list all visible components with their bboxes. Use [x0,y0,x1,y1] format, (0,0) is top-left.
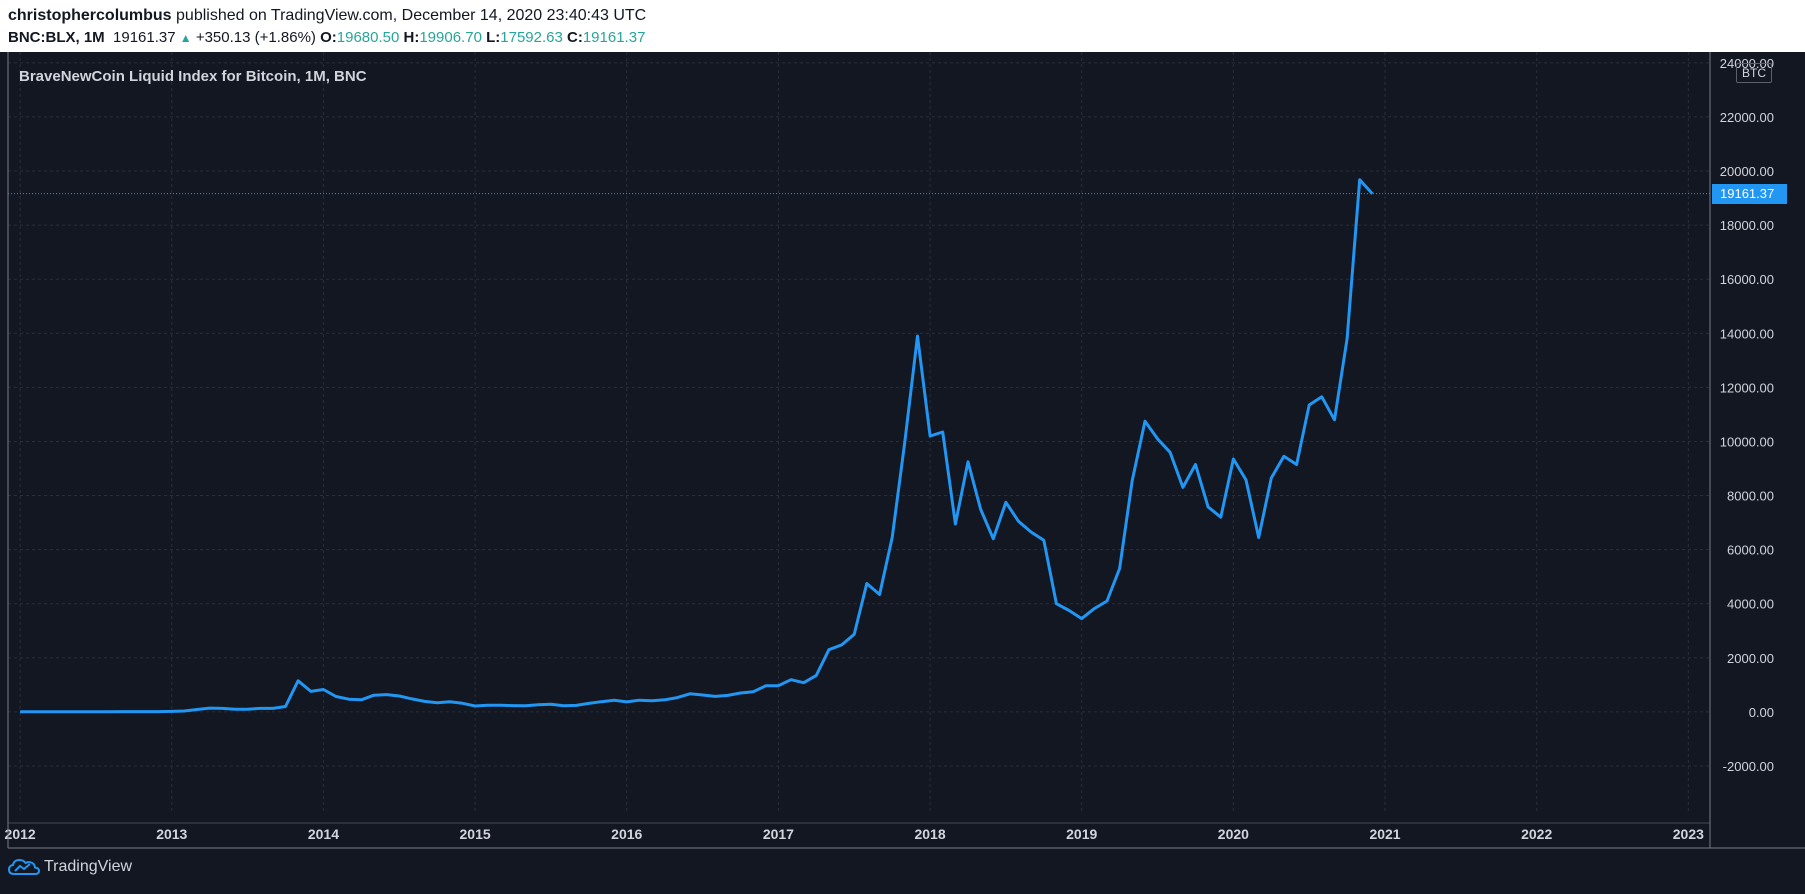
x-tick-label: 2021 [1369,826,1400,842]
symbol-label[interactable]: BNC:BLX, 1M [8,29,105,46]
close-value: 19161.37 [582,29,646,46]
y-tick-label: 0.00 [1749,705,1774,720]
last-price: 19161.37 [113,29,176,46]
y-tick-label: 8000.00 [1727,489,1774,504]
y-tick-label: 12000.00 [1720,380,1774,395]
y-tick-label: 14000.00 [1720,326,1774,341]
x-tick-label: 2022 [1521,826,1552,842]
author-name[interactable]: christophercolumbus [8,7,172,24]
x-tick-label: 2016 [611,826,642,842]
up-triangle-icon: ▲ [179,31,192,45]
y-tick-label: 18000.00 [1720,218,1774,233]
x-tick-label: 2014 [308,826,339,842]
x-tick-label: 2015 [460,826,491,842]
chart-title: BraveNewCoin Liquid Index for Bitcoin, 1… [19,68,367,85]
low-label: L: [486,29,501,46]
last-price-tag: 19161.37 [1712,183,1787,204]
tradingview-brand: TradingView [44,858,133,875]
publication-header: christophercolumbus published on Trading… [0,0,1805,52]
y-tick-label: 4000.00 [1727,597,1774,612]
price-chart[interactable]: -2000.00 0.00 2000.00 4000.00 6000.00 8000.00… [0,52,1805,894]
y-tick-label: 2000.00 [1727,651,1774,666]
tradingview-cloud-icon [8,858,40,875]
open-value: 19680.50 [336,29,400,46]
publication-line: christophercolumbus published on Trading… [8,7,646,25]
high-label: H: [403,29,420,46]
chart-area[interactable]: -2000.00 0.00 2000.00 4000.00 6000.00 8000.00… [0,52,1805,894]
y-tick-label: 6000.00 [1727,543,1774,558]
high-value: 19906.70 [419,29,482,46]
x-tick-label: 2019 [1066,826,1097,842]
low-value: 17592.63 [500,29,563,46]
ohlc-legend: BNC:BLX, 1M 19161.37 ▲ +350.13 (+1.86%) … [8,29,645,46]
published-info: published on TradingView.com, December 1… [171,7,647,24]
open-label: O: [320,29,337,46]
y-tick-label: 22000.00 [1720,110,1774,125]
y-tick-label: 16000.00 [1720,272,1774,287]
x-tick-label: 2012 [5,826,36,842]
y-tick-label: 20000.00 [1720,164,1774,179]
x-tick-label: 2018 [914,826,945,842]
price-series-line [20,178,1374,714]
close-label: C: [567,29,583,46]
x-tick-label: 2020 [1218,826,1249,842]
currency-badge[interactable]: BTC [1736,63,1772,83]
x-tick-label: 2017 [763,826,794,842]
tradingview-logo[interactable]: TradingView [8,858,132,876]
y-tick-label: 10000.00 [1720,434,1774,449]
y-tick-label: -2000.00 [1723,759,1774,774]
x-tick-label: 2023 [1673,826,1704,842]
x-tick-label: 2013 [156,826,187,842]
price-change: +350.13 (+1.86%) [195,29,316,46]
